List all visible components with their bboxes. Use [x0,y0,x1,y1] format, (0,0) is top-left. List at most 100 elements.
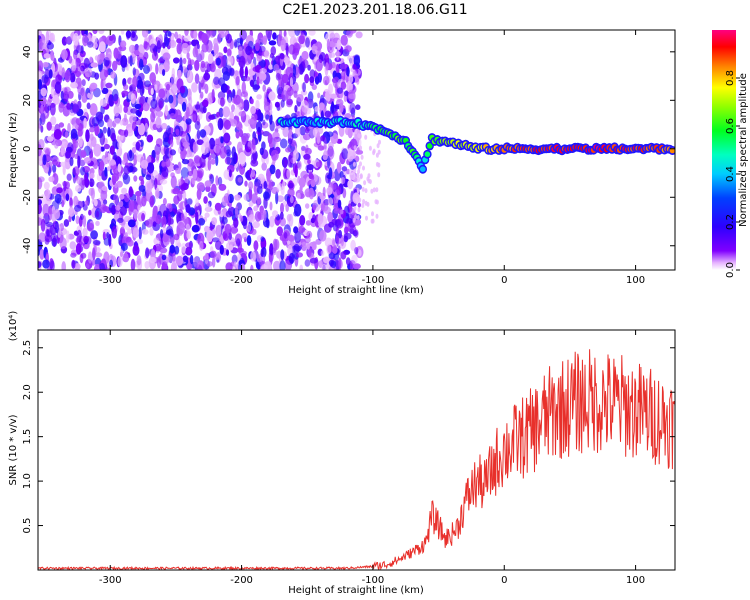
spectrogram-noise-cell [92,247,96,261]
snr-y-axis-label: SNR (10 * v/v) [8,414,19,485]
spectrogram-noise-cell [113,193,119,205]
spectrogram-noise-cell [220,83,228,93]
spectrogram-noise-cell [154,187,160,199]
spectrogram-noise-cell [370,188,374,194]
spectrogram-noise-cell [185,223,191,233]
spectrogram-noise-cell [250,106,256,115]
spectrogram-noise-cell [61,67,66,79]
spectrogram-noise-cell [345,257,351,266]
spectrogram-noise-cell [324,91,330,101]
spectrogram-noise-cell [207,158,212,171]
spectrogram-noise-cell [295,252,303,258]
spectrogram-noise-cell [244,66,248,79]
spectrogram-noise-cell [243,99,250,112]
spectrogram-noise-cell [219,146,227,159]
spectrogram-noise-cell [138,226,142,240]
spectrogram-noise-cell [320,250,325,256]
spectrogram-noise-cell [39,212,44,219]
spectrogram-noise-cell [144,261,150,269]
colorbar: 0.0 0.2 0.4 0.6 0.8 Normalized spectral ampl… [712,30,749,278]
spectrogram-noise-cell [269,120,275,132]
spectrogram-noise-cell [188,96,193,106]
spectrogram-noise-cell [89,126,95,133]
spectrogram-noise-cell [51,164,57,173]
spectrogram-noise-cell [268,64,274,70]
spectrogram-noise-cell [279,138,288,149]
spectrogram-noise-cell [159,247,168,254]
spectrogram-x-ticks: -300 -200 -100 0 100 [99,30,645,286]
spectrogram-noise-cell [357,169,361,174]
spectrogram-noise-cell [300,170,309,180]
spectrogram-noise-cell [147,162,155,174]
spectrogram-noise-cell [340,34,348,46]
spectrogram-ridge [276,115,675,174]
spectrogram-noise-cell [234,39,238,49]
spectrogram-noise-cell [356,215,360,220]
spectrogram-noise-cell [45,221,54,228]
spectrogram-noise-cell [189,254,194,265]
spectrogram-noise-cell [248,188,253,200]
spectrogram-noise-cell [285,203,290,212]
spectrogram-noise-cell [179,57,183,69]
spectrogram-noise-cell [323,256,331,264]
spectrogram-noise-cell [280,202,284,214]
spectrogram-noise-cell [80,166,86,176]
spectrogram-noise-cell [124,129,129,138]
spectrogram-noise-cell [300,100,309,113]
spectrogram-noise-cell [56,187,63,194]
spectrogram-noise-cell [225,33,232,44]
spectrogram-noise-cell [83,57,90,68]
spectrogram-noise-cell [103,199,108,205]
spectrogram-noise-cell [50,86,55,98]
spectrogram-noise-cell [244,55,252,66]
spectrogram-noise-cell [248,214,256,223]
spectrogram-noise-cell [353,168,357,174]
spectrogram-noise-cell [279,260,286,270]
spectrogram-noise-cell [162,52,171,61]
spectrogram-noise-cell [53,209,61,220]
spectrogram-noise-cell [205,185,211,192]
spectrogram-noise-cell [75,118,81,125]
snr-x-ticks: -300 -200 -100 0 100 [99,330,645,586]
spectrogram-noise-cell [329,39,336,48]
spectrogram-noise-cell [71,58,77,72]
spectrogram-noise-cell [353,55,361,67]
spectrogram-noise-cell [340,234,344,247]
spectrogram-noise-cell [154,143,161,155]
spectrogram-noise-cell [322,154,328,161]
spectrogram-noise-cell [61,261,66,270]
spectrogram-noise-cell [292,42,301,54]
spectrogram-noise-cell [108,35,114,42]
spectrogram-noise-cell [230,119,238,127]
spectrogram-noise-cell [239,129,244,138]
spectrogram-noise-cell [209,137,216,150]
spectrogram-noise-cell [353,176,361,183]
spectrogram-noise-cell [109,145,115,155]
spectrogram-noise-cell [301,50,309,61]
spectrogram-noise-cell [361,186,365,192]
spectrogram-noise-cell [62,164,66,176]
spectrogram-noise-cell [63,86,71,95]
spectrogram-noise-cell [69,157,74,167]
spectrogram-noise-cell [125,236,132,243]
spectrogram-noise-cell [181,182,189,191]
spectrogram-noise-cell [223,169,231,180]
spectrogram-noise-cell [122,174,131,185]
spectrogram-noise-cell [328,259,335,266]
spectrogram-x-tick-label: -100 [362,275,385,286]
spectrogram-noise-cell [280,99,285,108]
spectrogram-noise-cell [164,32,168,46]
spectrogram-noise-cell [120,242,128,251]
spectrogram-noise-cell [204,61,210,69]
spectrogram-noise-cell [238,55,246,69]
spectrogram-noise-cell [238,111,246,117]
spectrogram-noise-cell [127,92,135,100]
spectrogram-noise-cell [249,79,255,88]
spectrogram-noise-cell [250,264,254,270]
spectrogram-noise-cell [262,131,270,137]
spectrogram-noise-cell [293,90,298,98]
spectrogram-noise-cell [222,106,231,118]
spectrogram-noise-cell [79,123,85,130]
spectrogram-noise-cell [273,260,281,270]
spectrogram-noise-cell [194,59,200,72]
